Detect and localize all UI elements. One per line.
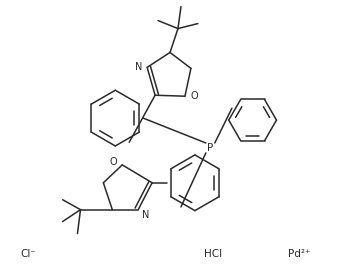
Text: O: O bbox=[190, 91, 198, 101]
Text: P: P bbox=[207, 143, 213, 153]
Text: N: N bbox=[135, 62, 143, 72]
Text: Pd²⁺: Pd²⁺ bbox=[288, 249, 311, 260]
Text: Cl⁻: Cl⁻ bbox=[21, 249, 37, 260]
Text: HCl: HCl bbox=[204, 249, 222, 260]
Text: O: O bbox=[110, 157, 117, 167]
Text: N: N bbox=[142, 210, 150, 220]
